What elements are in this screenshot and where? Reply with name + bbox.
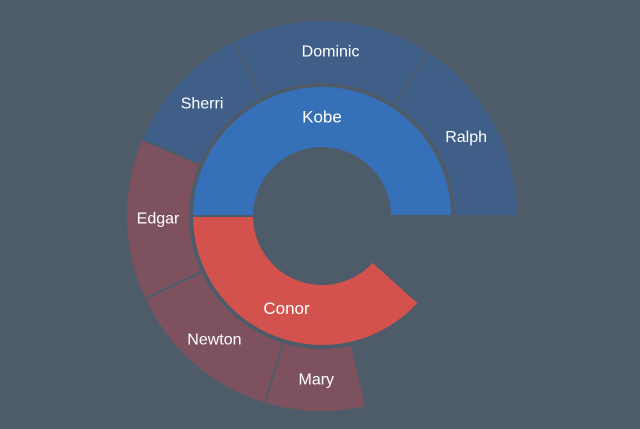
inner-arc-conor[interactable] <box>190 215 421 347</box>
outer-segment-dominic[interactable]: Dominic <box>231 19 431 107</box>
inner-arc-kobe[interactable] <box>190 85 454 217</box>
outer-label-edgar: Edgar <box>137 210 180 227</box>
outer-label-sherri: Sherri <box>181 96 224 113</box>
outer-segment-edgar[interactable]: Edgar <box>125 138 204 301</box>
outer-arc-mary[interactable] <box>263 340 368 413</box>
outer-segment-newton[interactable]: Newton <box>143 270 285 405</box>
outer-label-mary: Mary <box>298 371 334 388</box>
inner-segment-kobe[interactable]: Kobe <box>190 85 454 217</box>
inner-ring: Kobe Conor <box>190 85 454 347</box>
inner-label-conor: Conor <box>263 299 310 318</box>
outer-label-newton: Newton <box>187 331 241 348</box>
outer-ring: Ralph Dominic Sherri Edgar Newton Mary <box>125 19 520 413</box>
outer-segment-mary[interactable]: Mary <box>263 340 368 413</box>
outer-label-ralph: Ralph <box>445 129 487 146</box>
inner-label-kobe: Kobe <box>302 108 342 127</box>
inner-segment-conor[interactable]: Conor <box>190 215 421 347</box>
outer-segment-ralph[interactable]: Ralph <box>392 50 520 217</box>
outer-label-dominic: Dominic <box>302 44 360 61</box>
outer-segment-sherri[interactable]: Sherri <box>140 40 264 166</box>
